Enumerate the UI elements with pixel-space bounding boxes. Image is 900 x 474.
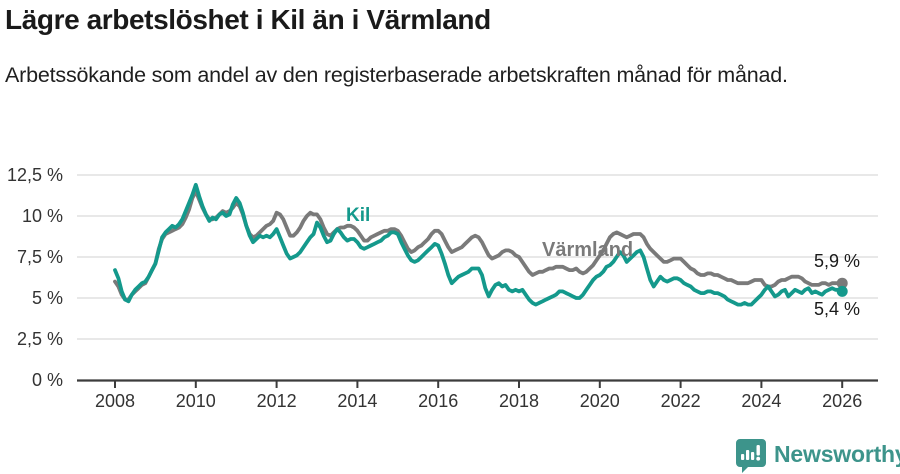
y-tick-label: 7,5 %: [17, 247, 63, 267]
x-tick-label: 2016: [418, 391, 458, 411]
series-line-kil: [113, 182, 845, 307]
page-title: Lägre arbetslöshet i Kil än i Värmland: [5, 4, 491, 35]
x-tick-label: 2010: [176, 391, 216, 411]
y-tick-label: 10 %: [22, 206, 63, 226]
x-tick-label: 2020: [580, 391, 620, 411]
y-tick-label: 0 %: [32, 370, 63, 390]
chart-subtitle: Arbetssökande som andel av den registerb…: [5, 63, 788, 87]
footer-brand: Newsworthy: [735, 438, 900, 473]
x-tick-label: 2008: [95, 391, 135, 411]
x-tick-label: 2022: [661, 391, 701, 411]
x-tick-label: 2012: [257, 391, 297, 411]
end-value-label-varmland: 5,9 %: [813, 251, 860, 271]
series-label-kil: Kil: [346, 205, 371, 226]
brand-name: Newsworthy: [774, 441, 900, 467]
x-tick-label: 2014: [337, 391, 377, 411]
end-dot-värmland: [836, 277, 848, 289]
y-tick-label: 2,5 %: [17, 329, 63, 349]
y-tick-label: 12,5 %: [7, 165, 63, 185]
x-tick-label: 2018: [499, 391, 539, 411]
series-line-värmland: [113, 189, 845, 302]
y-tick-label: 5 %: [32, 288, 63, 308]
end-dot-kil: [836, 285, 848, 297]
series-label-varmland: Värmland: [542, 239, 634, 261]
x-tick-label: 2026: [822, 391, 862, 411]
x-tick-label: 2024: [741, 391, 781, 411]
end-value-label-kil: 5,4 %: [813, 299, 860, 319]
newsworthy-logo-icon: [736, 439, 766, 473]
